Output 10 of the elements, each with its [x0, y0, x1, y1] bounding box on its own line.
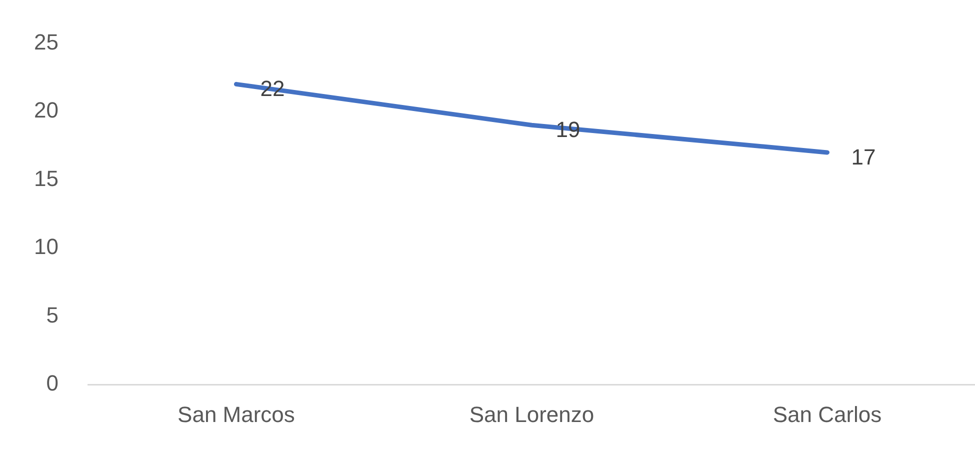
y-tick-label: 20	[34, 98, 58, 123]
x-tick-label: San Marcos	[178, 402, 295, 427]
y-tick-label: 5	[46, 302, 58, 328]
x-tick-label: San Lorenzo	[469, 402, 594, 427]
y-tick-label: 15	[34, 166, 58, 191]
x-tick-label: San Carlos	[772, 402, 882, 427]
data-label: 17	[851, 144, 876, 170]
y-tick-label: 10	[34, 234, 58, 260]
y-tick-label: 0	[46, 370, 58, 396]
y-tick-label: 25	[34, 29, 58, 54]
